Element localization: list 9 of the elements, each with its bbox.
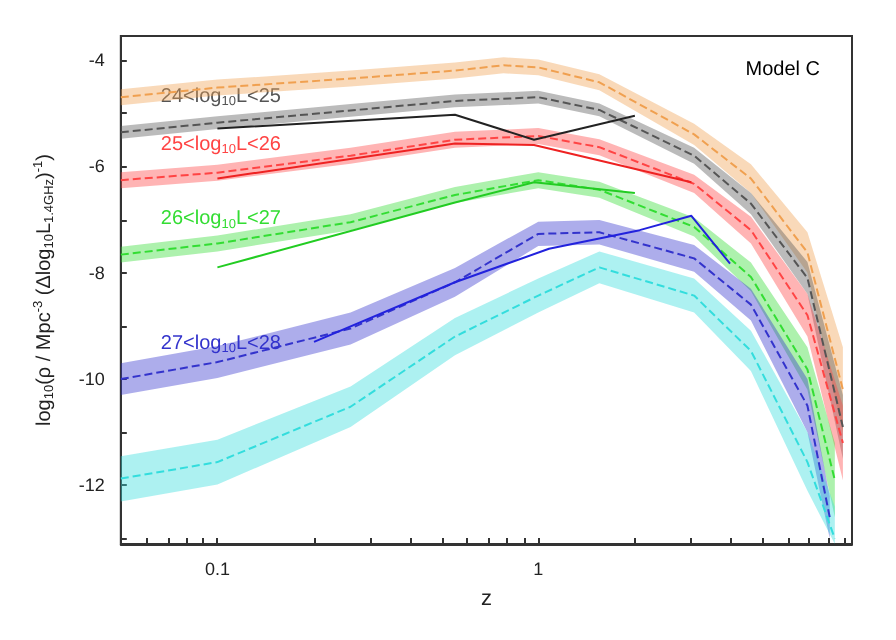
- y-tick-label: -12: [78, 475, 105, 496]
- x-axis-title: z: [480, 587, 492, 611]
- x-tick-label: 0.1: [204, 559, 230, 579]
- x-tick-label: 1: [533, 559, 544, 579]
- y-tick-label: -10: [78, 369, 105, 390]
- y-tick-label: -6: [88, 156, 105, 177]
- y-tick-label: -8: [88, 262, 105, 283]
- annotation: Model C: [745, 59, 821, 81]
- y-tick-label: -4: [88, 49, 105, 70]
